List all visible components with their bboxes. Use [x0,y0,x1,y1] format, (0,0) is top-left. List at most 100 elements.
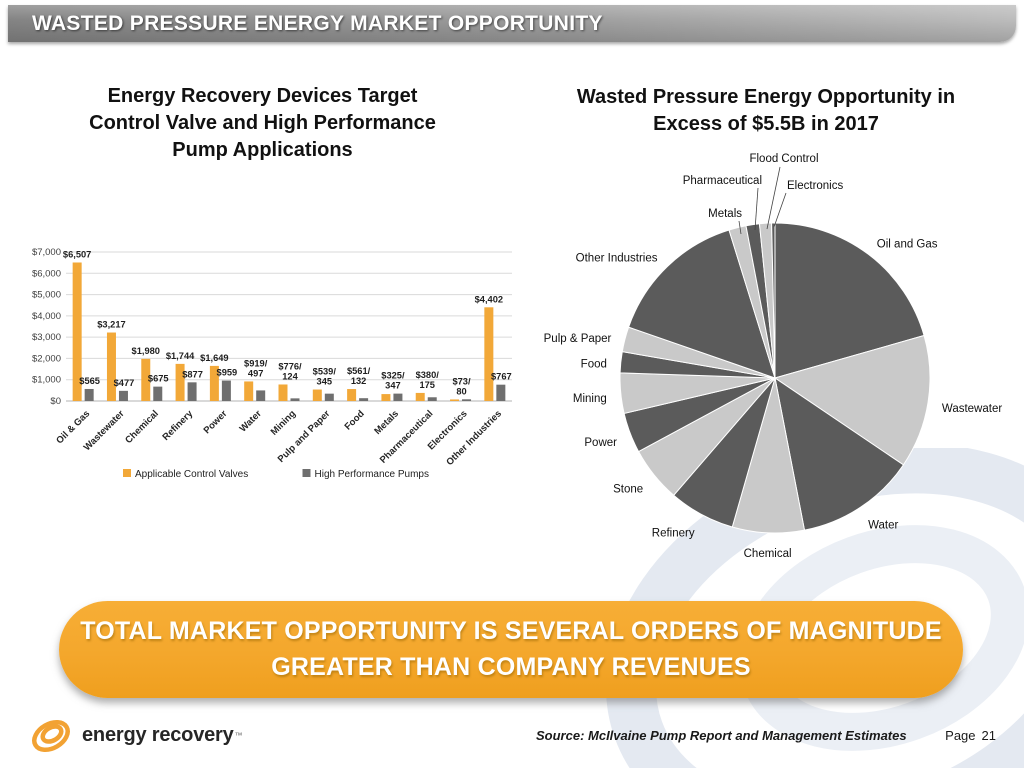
bar-high-performance-pumps [462,399,472,401]
bar-applicable-control-valves [450,399,460,401]
bar-high-performance-pumps [393,393,403,401]
bar-applicable-control-valves [175,363,185,401]
bar-category-label: Mining [269,408,299,438]
pie-label: Chemical [744,548,792,560]
pie-label: Mining [573,393,607,405]
bar-value-label: 132 [351,376,367,386]
y-tick-label: $3,000 [32,332,61,343]
bar-high-performance-pumps [324,393,334,401]
bar-high-performance-pumps [221,380,231,401]
bar-applicable-control-valves [72,262,82,401]
bar-applicable-control-valves [347,389,357,401]
y-tick-label: $1,000 [32,375,61,386]
banner-line1: TOTAL MARKET OPPORTUNITY IS SEVERAL ORDE… [80,617,942,645]
bar-chart-title-line1: Energy Recovery Devices Target [107,85,418,107]
banner-line2: GREATER THAN COMPANY REVENUES [271,652,751,681]
bar-value-label: $959 [217,368,238,378]
bar-chart-title-line2: Control Valve and High Performance [89,112,436,134]
pie-leader-line [754,187,759,231]
bar-value-label: $4,402 [475,294,503,304]
pie-label: Power [584,437,617,449]
y-tick-label: $2,000 [32,353,61,364]
bar-value-label: 80 [456,386,466,396]
bar-value-label: $561/ [347,366,371,376]
legend-swatch [123,469,131,477]
source-text: Source: McIlvaine Pump Report and Manage… [536,728,907,743]
pie-label: Food [581,359,607,371]
bar-category-label: Water [238,408,264,434]
bar-value-label: 497 [248,368,264,378]
pie-label: Electronics [787,180,843,192]
pie-slice-water [774,376,905,531]
bar-high-performance-pumps [256,390,266,401]
pie-label: Metals [708,208,742,220]
bar-value-label: $380/ [416,370,440,380]
bar-applicable-control-valves [244,381,254,401]
pie-label: Pulp & Paper [544,333,612,345]
bar-high-performance-pumps [118,390,128,401]
pie-chart-title-line2: Excess of $5.5B in 2017 [653,113,879,135]
bar-high-performance-pumps [153,386,163,401]
bar-value-label: $477 [114,378,135,388]
logo-swirl-icon [32,720,70,752]
bar-high-performance-pumps [290,398,300,401]
bar-value-label: $1,744 [166,351,195,361]
page-number: 21 [981,728,996,743]
bar-chart: $0 $1,000 $2,000 $3,000 $4,000 $5,000 $6,000 $7… [32,247,512,480]
pie-chart-title: Wasted Pressure Energy Opportunity in Ex… [518,84,1014,138]
bar-value-label: $73/ [452,376,471,386]
pie-label: Flood Control [749,153,818,165]
pie-leader-line [766,166,781,230]
bar-value-label: $539/ [313,367,337,377]
bar-value-label: $675 [148,374,169,384]
pie-label: Oil and Gas [877,239,938,251]
pie-label: Other Industries [576,252,658,264]
slide-title: WASTED PRESSURE ENERGY MARKET OPPORTUNIT… [32,11,603,35]
y-tick-label: $4,000 [32,311,61,322]
bar-applicable-control-valves [278,384,288,401]
pie-label: Stone [613,484,643,496]
bar-applicable-control-valves [484,307,494,401]
bar-value-label: $6,507 [63,249,91,259]
y-tick-label: $0 [50,396,61,407]
bar-value-label: $1,980 [132,346,160,356]
bar-value-label: $919/ [244,358,268,368]
pie-label: Pharmaceutical [683,175,762,187]
bar-value-label: 175 [419,380,435,390]
bar-category-label: Food [343,408,367,432]
bar-value-label: $3,217 [97,320,125,330]
pie-slice-oil-and-gas [774,222,925,379]
y-tick-label: $7,000 [32,247,61,258]
bar-high-performance-pumps [84,388,94,401]
bar-high-performance-pumps [427,397,437,401]
bar-value-label: $877 [182,369,203,379]
bar-high-performance-pumps [496,384,506,401]
bar-chart-title-line3: Pump Applications [172,139,353,161]
bar-value-label: 124 [282,371,298,381]
bar-category-label: Refinery [161,408,196,443]
bar-applicable-control-valves [106,332,116,401]
header-bar: WASTED PRESSURE ENERGY MARKET OPPORTUNIT… [8,5,1016,42]
bar-high-performance-pumps [359,398,369,401]
logo-text: energy recovery [82,723,234,746]
page-indicator: Page 21 [939,728,996,743]
key-message-banner: TOTAL MARKET OPPORTUNITY IS SEVERAL ORDE… [59,601,963,698]
pie-label: Water [868,520,898,532]
bar-value-label: $565 [79,376,100,386]
y-tick-label: $5,000 [32,290,61,301]
legend-label: Applicable Control Valves [135,469,248,480]
legend-label: High Performance Pumps [315,469,430,480]
pie-slice-wastewater [773,334,931,466]
bar-applicable-control-valves [141,358,151,401]
pie-chart-title-line1: Wasted Pressure Energy Opportunity in [576,86,956,108]
bar-applicable-control-valves [312,389,322,401]
bar-value-label: $767 [491,372,512,382]
pie-label: Wastewater [942,403,1002,415]
bar-category-label: Power [202,408,230,436]
bar-category-label: Metals [372,408,401,437]
page-label: Page [945,728,976,743]
pie-slice-other-industries [627,229,776,379]
pie-leader-line [738,220,742,235]
pie-leader-line [773,192,787,228]
